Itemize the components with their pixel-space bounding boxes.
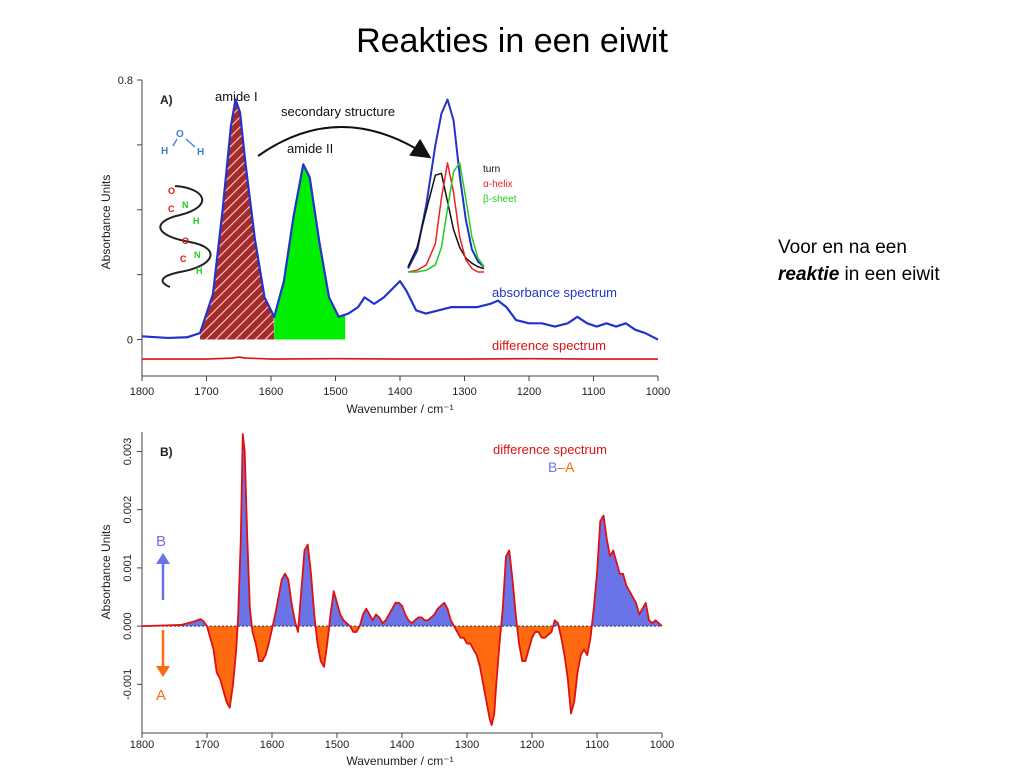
helix-hydrogen-2: H <box>196 266 203 276</box>
turn-legend: turn <box>483 164 500 175</box>
panel-a-xtick-label: 1400 <box>388 386 412 398</box>
panel-a-xtick-label: 1500 <box>323 386 347 398</box>
panel-a-xtick-label: 1200 <box>517 386 541 398</box>
panel-a-ylabel: Absorbance Units <box>99 175 113 270</box>
inset-envelope-line <box>407 98 485 269</box>
arrow-label-a: A <box>156 687 166 704</box>
down-arrow-icon <box>156 666 170 677</box>
difference-spectrum-legend: difference spectrum <box>493 442 607 457</box>
panel-a-ytick-label: 0 <box>127 335 133 347</box>
panel-b-xtick-label: 1000 <box>650 739 674 751</box>
secondary-structure-arrow <box>257 126 432 159</box>
helix-carbon-2: C <box>180 254 187 264</box>
panel-b-xtick-label: 1300 <box>455 739 479 751</box>
helix-nitrogen-1: N <box>182 200 189 210</box>
side-caption-line1: Voor en na een <box>778 237 907 258</box>
panel-a-xlabel: Wavenumber / cm⁻¹ <box>346 402 453 416</box>
panel-b-xtick-label: 1400 <box>390 739 414 751</box>
side-caption-bold: reaktie <box>778 264 840 285</box>
helix-nitrogen-2: N <box>194 250 201 260</box>
arrow-label-b: B <box>156 533 166 550</box>
difference-spectrum-line-a <box>142 356 658 360</box>
panel-b-xtick-label: 1800 <box>130 739 154 751</box>
inset-turn-line <box>407 172 485 270</box>
panel-b-ytick-label: 0.000 <box>122 612 134 640</box>
panel-b-xtick-label: 1500 <box>325 739 349 751</box>
panel-a-ytick-label: 0.8 <box>118 75 133 87</box>
panel-a-xtick-label: 1700 <box>194 386 218 398</box>
amide-i-label: amide I <box>215 89 258 104</box>
negative-difference-fill <box>142 626 662 726</box>
amide-ii-band-fill <box>274 165 346 340</box>
beta-sheet-legend: β-sheet <box>483 194 517 205</box>
secondary-structure-label: secondary structure <box>281 104 395 119</box>
amide-ii-label: amide II <box>287 141 333 156</box>
inset-helix-line <box>407 162 484 273</box>
side-caption: Voor en na een reaktie in een eiwit <box>778 234 940 288</box>
b-minus-a-legend: B–A <box>548 459 575 475</box>
panel-a-xtick-label: 1100 <box>582 386 606 398</box>
panel-b-xtick-label: 1700 <box>195 739 219 751</box>
difference-spectrum-label-a: difference spectrum <box>492 338 606 353</box>
legend-a: A <box>565 459 575 475</box>
absorbance-spectrum-line <box>141 98 659 341</box>
panel-b-xlabel: Wavenumber / cm⁻¹ <box>346 754 453 768</box>
panel-b-ytick-label: 0.002 <box>122 496 134 524</box>
water-hydrogen-2: H <box>197 147 204 158</box>
water-hydrogen-1: H <box>161 146 168 157</box>
alpha-helix-icon: O C N H O C N H <box>159 185 212 288</box>
panel-b-ytick-label: 0.003 <box>122 438 134 466</box>
helix-hydrogen-1: H <box>193 216 200 226</box>
panel-a-xtick-label: 1300 <box>452 386 476 398</box>
legend-b: B <box>548 459 557 475</box>
helix-oxygen-1: O <box>168 186 175 196</box>
panel-b-ytick-label: 0.001 <box>122 554 134 582</box>
panel-a-xtick-label: 1800 <box>130 386 154 398</box>
panel-b-xtick-label: 1100 <box>585 739 609 751</box>
amide-i-band-fill <box>200 101 275 340</box>
legend-dash: – <box>557 459 565 475</box>
alpha-helix-legend: α-helix <box>483 179 513 190</box>
panel-b-ytick-label: -0.001 <box>122 669 134 700</box>
water-molecule-icon: O H H <box>161 129 204 158</box>
absorbance-spectrum-label: absorbance spectrum <box>492 285 617 300</box>
helix-carbon-1: C <box>168 204 175 214</box>
panel-b-ylabel: Absorbance Units <box>99 525 113 620</box>
slide-title: Reakties in een eiwit <box>356 22 668 60</box>
side-caption-line2: reaktie in een eiwit <box>778 261 940 288</box>
water-oxygen: O <box>176 129 184 140</box>
panel-a-xtick-label: 1000 <box>646 386 670 398</box>
side-caption-rest: in een eiwit <box>839 264 940 285</box>
panel-b-label: B) <box>160 445 173 459</box>
panel-a-label: A) <box>160 93 173 107</box>
panel-b-xtick-label: 1200 <box>520 739 544 751</box>
helix-oxygen-2: O <box>182 236 189 246</box>
panel-b-xtick-label: 1600 <box>260 739 284 751</box>
inset-sheet-line <box>408 162 485 273</box>
panel-a-xtick-label: 1600 <box>259 386 283 398</box>
difference-spectrum-line-b <box>141 433 663 726</box>
up-arrow-icon <box>156 553 170 564</box>
positive-difference-fill <box>142 434 662 627</box>
